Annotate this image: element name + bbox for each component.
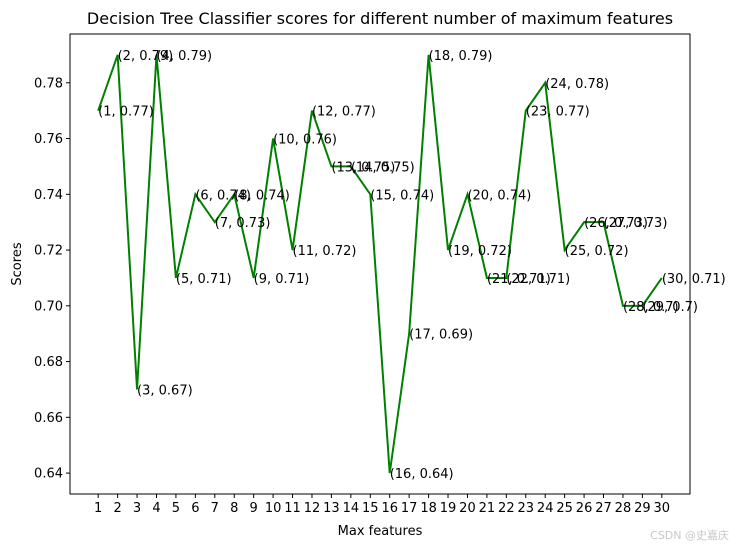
x-tick-label: 6	[191, 501, 199, 516]
point-label: (1, 0.77)	[98, 105, 154, 120]
y-tick-label: 0.78	[34, 76, 63, 91]
point-label: (5, 0.71)	[176, 272, 232, 287]
y-tick-label: 0.72	[34, 244, 63, 259]
x-tick-label: 16	[381, 501, 398, 516]
point-label: (17, 0.69)	[409, 328, 473, 343]
x-tick-label: 10	[265, 501, 282, 516]
y-tick-label: 0.68	[34, 355, 63, 370]
y-tick-label: 0.64	[34, 467, 63, 482]
point-label: (22, 0.71)	[506, 272, 570, 287]
point-label: (20, 0.74)	[467, 188, 531, 203]
point-label: (2, 0.79)	[118, 49, 174, 64]
x-tick-label: 4	[152, 501, 160, 516]
y-tick-label: 0.70	[34, 299, 63, 314]
x-tick-label: 22	[498, 501, 515, 516]
plot-frame	[69, 33, 691, 495]
point-labels-layer: (1, 0.77) (2, 0.79) (3, 0.67) (4, 0.79) (5, …	[98, 49, 726, 482]
x-tick-label: 15	[362, 501, 379, 516]
point-label: (24, 0.78)	[545, 77, 609, 92]
x-tick-label: 19	[440, 501, 457, 516]
x-tick-label: 24	[537, 501, 554, 516]
point-label: (26, 0.73)	[584, 216, 648, 231]
point-label: (11, 0.72)	[293, 244, 357, 259]
point-label: (7, 0.73)	[215, 216, 271, 231]
x-tick-label: 1	[94, 501, 102, 516]
x-tick-label: 3	[133, 501, 141, 516]
x-tick-label: 21	[479, 501, 496, 516]
y-tick-label: 0.74	[34, 188, 63, 203]
point-label: (8, 0.74)	[234, 188, 290, 203]
point-label: (30, 0.71)	[662, 272, 726, 287]
x-axis-label: Max features	[338, 524, 423, 539]
point-label: (27, 0.73)	[604, 216, 668, 231]
point-label: (16, 0.64)	[390, 467, 454, 482]
point-label: (28, 0.7)	[623, 300, 679, 315]
point-label: (6, 0.74)	[195, 188, 251, 203]
x-tick-label: 18	[420, 501, 437, 516]
x-tick-label: 14	[343, 501, 360, 516]
x-tick-label: 23	[517, 501, 534, 516]
point-label: (12, 0.77)	[312, 105, 376, 120]
point-label: (15, 0.74)	[370, 188, 434, 203]
y-axis-ticks: 0.64 0.66 0.68 0.70 0.72 0.74 0.76 0.78	[34, 76, 70, 482]
point-label: (13, 0.75)	[331, 160, 395, 175]
x-tick-label: 30	[654, 501, 671, 516]
y-tick-label: 0.66	[34, 411, 63, 426]
point-label: (4, 0.79)	[156, 49, 212, 64]
point-label: (3, 0.67)	[137, 383, 193, 398]
x-tick-label: 5	[172, 501, 180, 516]
x-tick-label: 29	[634, 501, 651, 516]
x-tick-label: 25	[556, 501, 573, 516]
point-label: (14, 0.75)	[351, 160, 415, 175]
point-label: (19, 0.72)	[448, 244, 512, 259]
y-tick-label: 0.76	[34, 132, 63, 147]
x-tick-label: 12	[304, 501, 321, 516]
point-label: (10, 0.76)	[273, 133, 337, 148]
x-tick-label: 27	[595, 501, 612, 516]
x-axis-ticks: 1 2 3 4 5 6 7 8 9 10 11 12 13 14 15 16 17 18 19 20 21 22 23 24 2…	[94, 494, 670, 516]
x-tick-label: 11	[284, 501, 301, 516]
point-label: (23, 0.77)	[526, 105, 590, 120]
point-label: (21, 0.71)	[487, 272, 551, 287]
x-tick-label: 26	[576, 501, 593, 516]
series-layer	[97, 54, 663, 474]
point-label: (29, 0.7)	[642, 300, 698, 315]
y-axis-label: Scores	[10, 242, 25, 285]
series-line	[97, 54, 663, 474]
x-tick-label: 20	[459, 501, 476, 516]
x-tick-label: 13	[323, 501, 340, 516]
point-label: (25, 0.72)	[565, 244, 629, 259]
point-label: (18, 0.79)	[429, 49, 493, 64]
watermark: CSDN @史嘉庆	[650, 528, 729, 542]
x-tick-label: 28	[615, 501, 632, 516]
x-tick-label: 8	[230, 501, 238, 516]
x-tick-label: 9	[250, 501, 258, 516]
x-tick-label: 7	[211, 501, 219, 516]
point-label: (9, 0.71)	[254, 272, 310, 287]
chart-title: Decision Tree Classifier scores for diff…	[87, 9, 673, 28]
x-tick-label: 2	[113, 501, 121, 516]
x-tick-label: 17	[401, 501, 418, 516]
